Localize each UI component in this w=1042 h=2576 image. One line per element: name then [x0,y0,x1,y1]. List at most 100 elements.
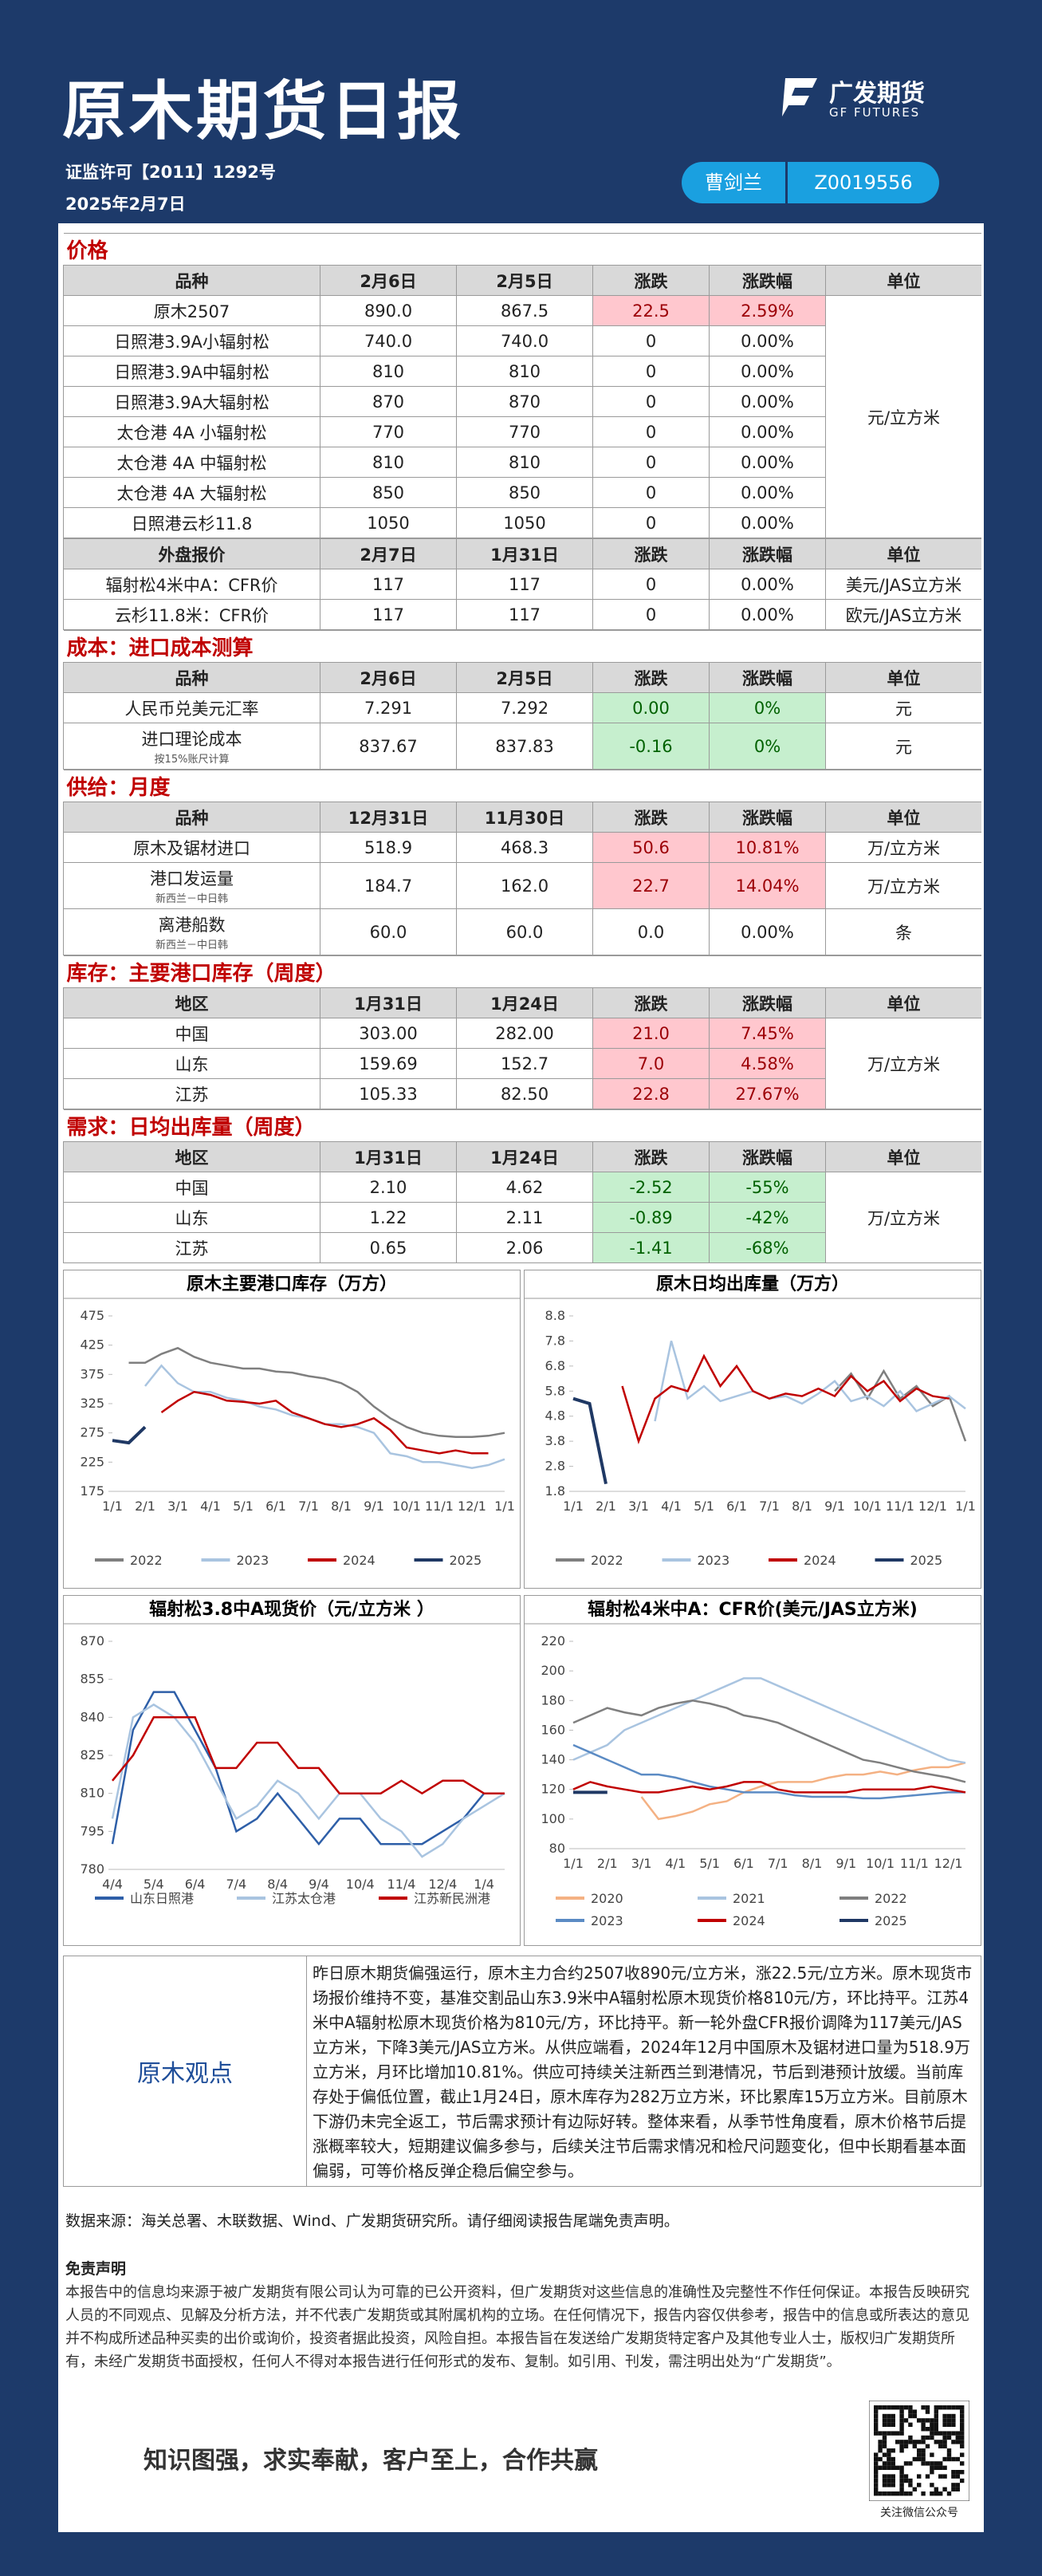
qr-cell [925,2435,930,2440]
x-tick-label: 11/1 [900,1856,929,1871]
x-tick-label: 9/4 [309,1877,329,1892]
qr-cell [934,2427,938,2432]
qr-cell [960,2461,965,2466]
section-row: 库存：主要港口库存（周度） [63,955,981,988]
x-tick-label: 1/1 [563,1856,584,1871]
cell: 山东 [63,1048,320,1079]
cell: 0% [709,692,826,723]
cell: 云杉11.8米：CFR价 [63,599,320,630]
cell: 0 [592,599,710,630]
x-tick-label: 2/1 [135,1499,155,1514]
qr-cell [874,2409,879,2414]
qr-cell [946,2456,952,2462]
qr-cell [882,2440,887,2444]
qr-cell [955,2487,960,2491]
qr-cell [942,2440,947,2444]
qr-cell [874,2452,879,2457]
y-tick-label: 175 [80,1483,104,1499]
qr-cell [934,2431,938,2436]
legend-label: 2025 [875,1913,907,1928]
cell: 0% [709,723,826,770]
qr-cell [903,2440,909,2444]
qr-cell [960,2452,965,2457]
view-box: 原木观点 昨日原木期货偏强运行，原木主力合约2507收890元/立方米，涨22.… [63,1956,981,2187]
section-title: 价格 [63,233,981,266]
qr-cell [899,2465,904,2470]
qr-cell [942,2435,947,2440]
cell: 60.0 [456,908,593,955]
analyst-id: Z0019556 [788,162,939,203]
qr-cell [882,2435,887,2440]
qr-cell [874,2491,879,2496]
x-tick-label: 10/1 [866,1856,895,1871]
cell: 14.04% [709,862,826,909]
cell: 0.00% [709,569,826,600]
cell: 740.0 [320,325,457,356]
qr-cell [930,2483,934,2487]
qr-code [869,2401,969,2501]
qr-cell [960,2422,965,2427]
qr-cell [903,2491,909,2496]
header-cell: 涨跌幅 [709,987,826,1018]
cell: 4.58% [709,1048,826,1079]
qr-cell [908,2491,913,2496]
cell: 太仓港 4A 中辐射松 [63,447,320,478]
qr-cell [899,2444,904,2448]
legend-label: 2024 [804,1553,836,1568]
cell: 810 [456,356,593,387]
y-tick-label: 855 [80,1672,104,1687]
qr-cell [946,2452,952,2457]
x-tick-label: 6/1 [733,1856,754,1871]
qr-cell [903,2418,909,2423]
cell: 进口理论成本 按15%账尺计算 [63,723,320,770]
qr-cell [891,2413,895,2419]
cell: 184.7 [320,862,457,909]
x-tick-label: 8/4 [267,1877,288,1892]
qr-cell [955,2435,960,2440]
qr-cell [951,2456,956,2462]
y-tick-label: 120 [541,1782,565,1797]
data-source: 数据来源：海关总署、木联数据、Wind、广发期货研究所。请仔细阅读报告尾端免责声… [65,2212,679,2230]
header-cell: 外盘报价 [63,538,320,569]
cell: -0.16 [592,723,710,770]
data-row: 中国 2.10 4.62 -2.52 -55% 万/立方米 [63,1172,981,1263]
qr-cell [921,2491,926,2496]
unit: 万/立方米 [824,862,981,909]
x-tick-label: 2/1 [597,1856,618,1871]
cell: 中国 [63,1018,320,1049]
qr-cell [912,2440,917,2444]
qr-cell [874,2456,879,2462]
qr-cell [874,2483,879,2487]
qr-cell [912,2409,917,2414]
qr-cell [938,2431,943,2436]
legend-label: 2024 [733,1913,765,1928]
x-tick-label: 6/1 [726,1499,747,1514]
qr-cell [942,2418,947,2423]
header-cell: 涨跌 [592,1141,710,1172]
qr-cell [917,2452,922,2457]
cell: 原木及锯材进口 [63,832,320,863]
qr-cell [951,2413,956,2419]
qr-cell [930,2427,934,2432]
header-cell: 2月5日 [456,265,593,296]
cell: 162.0 [456,862,593,909]
y-tick-label: 825 [80,1747,104,1763]
x-tick-label: 1/1 [563,1499,584,1514]
header-cell: 品种 [63,662,320,693]
chart-title: 辐射松4米中A：CFR价(美元/JAS立方米) [588,1599,918,1620]
header-cell: 12月31日 [320,802,457,833]
y-tick-label: 325 [80,1396,104,1411]
legend-label: 2022 [591,1553,623,1568]
y-tick-label: 375 [80,1366,104,1381]
qr-cell [925,2418,930,2423]
qr-cell [960,2470,965,2475]
qr-cell [938,2461,943,2466]
qr-cell [878,2444,883,2448]
header-row: 品种 12月31日 11月30日 涨跌 涨跌幅 单位 [63,802,981,833]
series-line [112,1425,147,1445]
series-line [160,1390,489,1455]
qr-cell [938,2491,943,2496]
qr-cell [951,2474,956,2479]
header-cell: 单位 [824,265,981,296]
